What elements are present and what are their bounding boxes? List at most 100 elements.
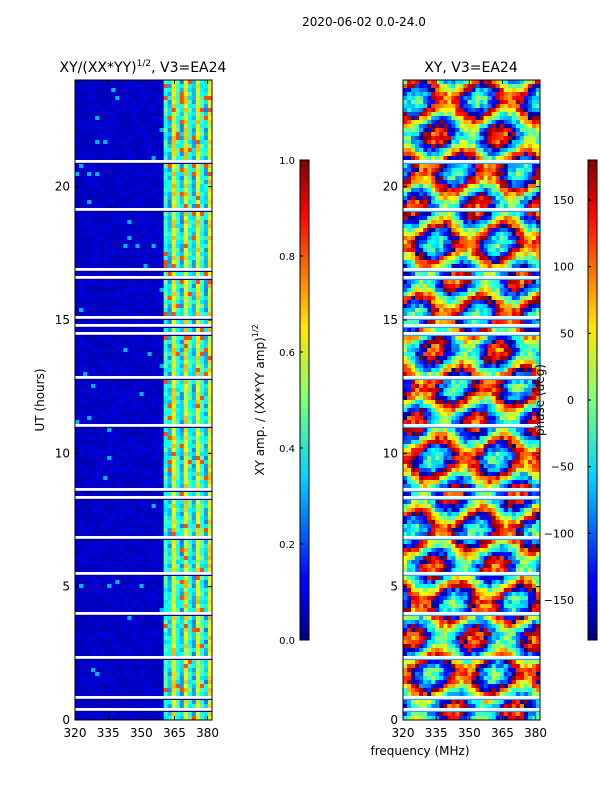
heatmap-cell [99, 280, 104, 285]
heatmap-cell [191, 632, 197, 637]
heatmap-cell [171, 340, 177, 345]
heatmap-cell [167, 512, 173, 517]
heatmap-cell [163, 628, 168, 633]
heatmap-cell [119, 372, 124, 377]
heatmap-cell [91, 272, 96, 277]
heatmap-cell [203, 236, 209, 241]
heatmap-cell [151, 88, 156, 93]
heatmap-cell [203, 124, 209, 129]
heatmap-cell [131, 136, 136, 141]
heatmap-cell [123, 372, 128, 377]
heatmap-cell [95, 248, 100, 253]
heatmap-cell [151, 140, 156, 145]
heatmap-cell [87, 464, 92, 469]
heatmap-cell [167, 624, 173, 629]
heatmap-cell [91, 296, 96, 301]
heatmap-cell [483, 84, 488, 89]
heatmap-cell [147, 452, 152, 457]
heatmap-cell [119, 328, 124, 333]
heatmap-cell [107, 508, 112, 513]
heatmap-cell [99, 172, 104, 177]
heatmap-cell [195, 456, 201, 461]
heatmap-cell [159, 352, 164, 357]
heatmap-cell [171, 260, 177, 265]
heatmap-cell [175, 492, 181, 497]
heatmap-cell [131, 484, 136, 489]
heatmap-cell [151, 280, 156, 285]
heatmap-cell [99, 176, 104, 181]
heatmap-cell [87, 468, 92, 473]
heatmap-cell [191, 240, 197, 245]
heatmap-cell [171, 168, 177, 173]
heatmap-cell [187, 340, 193, 345]
heatmap-cell [83, 580, 88, 585]
heatmap-cell [147, 328, 152, 333]
heatmap-cell [131, 672, 136, 677]
heatmap-cell [439, 84, 444, 89]
heatmap-cell [171, 180, 177, 185]
heatmap-cell [195, 560, 201, 565]
heatmap-cell [139, 264, 144, 269]
heatmap-cell [199, 216, 205, 221]
heatmap-cell [79, 320, 84, 325]
heatmap-cell [103, 520, 108, 525]
heatmap-cell [111, 352, 116, 357]
heatmap-cell [183, 448, 189, 453]
heatmap-cell [203, 336, 209, 341]
heatmap-cell [87, 500, 92, 505]
heatmap-cell [195, 336, 201, 341]
heatmap-cell [95, 348, 100, 353]
heatmap-cell [111, 636, 116, 641]
heatmap-cell [159, 200, 164, 205]
heatmap-cell [123, 412, 128, 417]
heatmap-cell [179, 340, 185, 345]
heatmap-cell [91, 140, 96, 145]
heatmap-cell [135, 136, 140, 141]
heatmap-cell [147, 412, 152, 417]
heatmap-cell [143, 664, 148, 669]
heatmap-cell [139, 524, 144, 529]
heatmap-cell [139, 260, 144, 265]
heatmap-cell [167, 528, 173, 533]
heatmap-cell [151, 112, 156, 117]
heatmap-cell [207, 676, 212, 681]
heatmap-cell [163, 224, 168, 229]
heatmap-cell [135, 512, 140, 517]
heatmap-cell [87, 112, 92, 117]
data-gap [75, 324, 212, 327]
heatmap-cell [195, 380, 201, 385]
heatmap-cell [91, 212, 96, 217]
heatmap-cell [75, 256, 80, 261]
heatmap-cell [155, 640, 160, 645]
heatmap-cell [411, 84, 416, 89]
heatmap-cell [139, 328, 144, 333]
heatmap-cell [195, 252, 201, 257]
heatmap-cell [199, 560, 205, 565]
heatmap-cell [123, 564, 128, 569]
heatmap-cell [143, 156, 148, 161]
heatmap-cell [143, 136, 148, 141]
heatmap-cell [199, 348, 205, 353]
heatmap-cell [139, 192, 144, 197]
heatmap-cell [183, 172, 189, 177]
heatmap-cell [147, 348, 152, 353]
heatmap-cell [159, 308, 164, 313]
heatmap-cell [151, 436, 156, 441]
heatmap-cell [163, 692, 168, 697]
heatmap-cell [199, 280, 205, 285]
heatmap-cell [207, 468, 212, 473]
heatmap-cell [199, 236, 205, 241]
heatmap-cell [87, 508, 92, 513]
heatmap-cell [171, 480, 177, 485]
heatmap-cell [191, 600, 197, 605]
data-gap [75, 696, 212, 699]
heatmap-cell [203, 620, 209, 625]
heatmap-cell [159, 108, 164, 113]
heatmap-cell [127, 644, 132, 649]
heatmap-cell [83, 704, 88, 709]
heatmap-cell [119, 688, 124, 693]
heatmap-cell [75, 372, 80, 377]
heatmap-cell [199, 552, 205, 557]
heatmap-cell [183, 252, 189, 257]
heatmap-cell [143, 100, 148, 105]
